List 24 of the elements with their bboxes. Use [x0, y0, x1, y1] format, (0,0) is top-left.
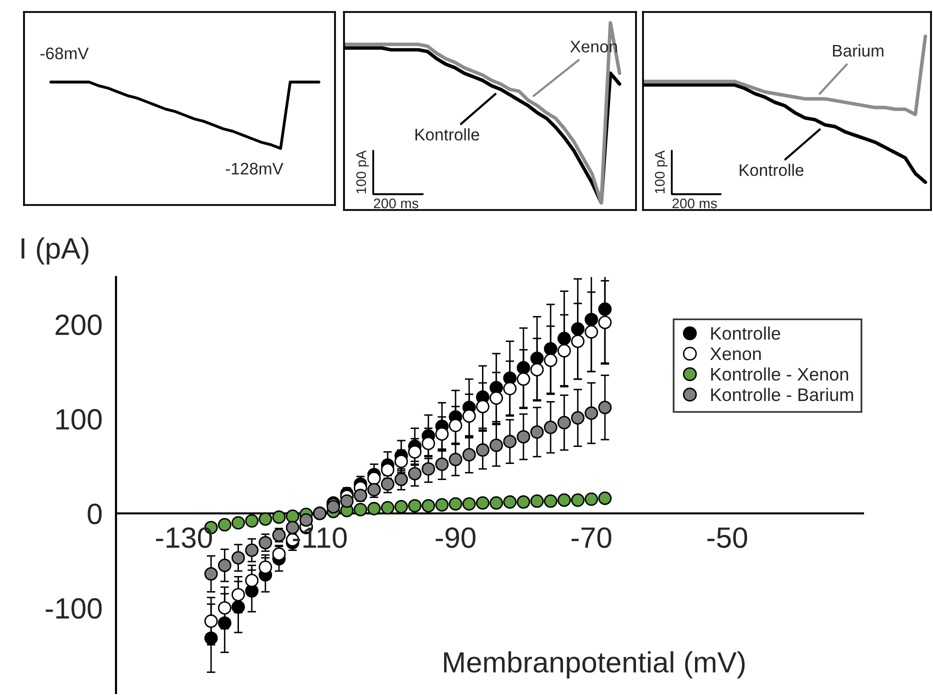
- annotation: 200 ms: [374, 198, 418, 208]
- y-tick-label: 0: [88, 504, 102, 524]
- legend-label: Kontrolle - Barium: [711, 388, 854, 402]
- x-tick-label: -90: [436, 527, 476, 548]
- y-tick-label: -100: [46, 598, 102, 619]
- x-tick-label: -130: [156, 527, 212, 548]
- y-tick-label: 200: [56, 314, 102, 336]
- legend-label: Xenon: [710, 348, 761, 360]
- annotation: -128mV: [226, 162, 284, 175]
- x-tick-label: -70: [572, 527, 612, 548]
- legend-label: Kontrolle: [740, 164, 804, 176]
- x-tick-label: -50: [707, 527, 748, 548]
- text: -68mV: [40, 48, 89, 60]
- legend-label: Kontrolle: [415, 128, 480, 141]
- y-axis-title: I (pA): [22, 237, 88, 265]
- annotation: 100 pA: [356, 150, 369, 194]
- annotation: 100 pA: [654, 150, 668, 194]
- legend-label: Kontrolle: [711, 326, 780, 340]
- legend-label: Kontrolle - Xenon: [711, 367, 848, 381]
- y-tick-label: 100: [56, 409, 102, 430]
- text: Barium: [833, 44, 884, 57]
- x-axis-title: Membranpotential (mV): [444, 651, 745, 678]
- annotation: 200 ms: [672, 198, 717, 208]
- series-label: Xenon: [570, 40, 617, 52]
